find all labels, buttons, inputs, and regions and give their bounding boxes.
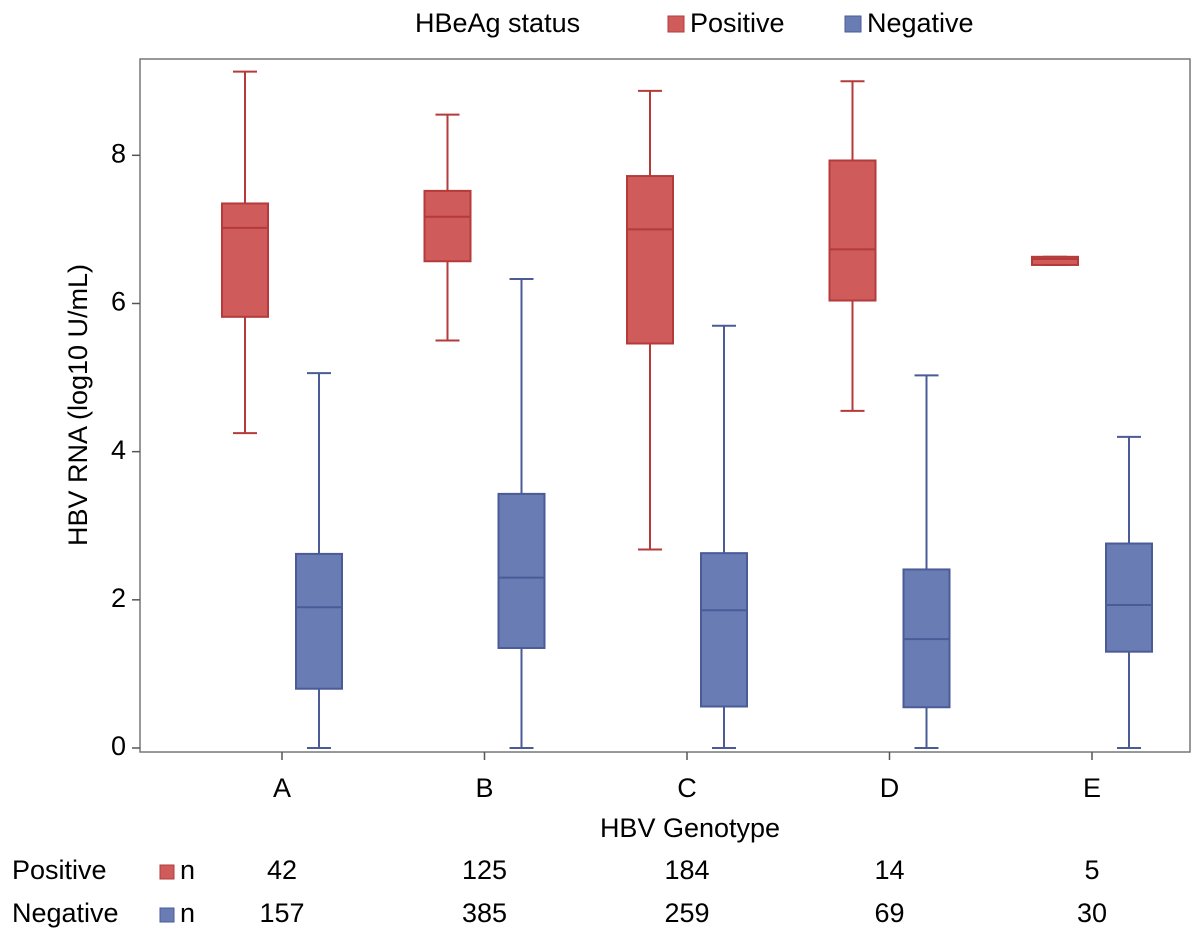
count: 30 bbox=[1077, 898, 1107, 928]
x-tick-label: C bbox=[677, 773, 697, 803]
row-swatch bbox=[159, 864, 175, 880]
box bbox=[700, 552, 748, 708]
row-label: Negative bbox=[12, 898, 119, 928]
legend-swatch bbox=[844, 15, 862, 33]
box bbox=[221, 202, 269, 318]
count: 157 bbox=[259, 898, 304, 928]
plot-frame bbox=[139, 58, 1191, 753]
x-tick-label: D bbox=[880, 773, 900, 803]
x-tick-label: B bbox=[475, 773, 493, 803]
row-unit: n bbox=[180, 855, 195, 885]
box bbox=[423, 189, 472, 263]
count: 5 bbox=[1084, 855, 1099, 885]
x-tick-label: E bbox=[1083, 773, 1101, 803]
count: 14 bbox=[874, 855, 904, 885]
box bbox=[1031, 255, 1079, 266]
count: 259 bbox=[664, 898, 709, 928]
legend-swatch bbox=[667, 15, 685, 33]
x-tick-label: A bbox=[273, 773, 291, 803]
row-unit: n bbox=[180, 898, 195, 928]
legend-label: Negative bbox=[867, 8, 974, 38]
count: 385 bbox=[462, 898, 507, 928]
x-axis-label: HBV Genotype bbox=[600, 813, 780, 843]
count: 184 bbox=[664, 855, 709, 885]
row-swatch bbox=[159, 907, 175, 923]
legend-title: HBeAg status bbox=[415, 8, 580, 38]
row-label: Positive bbox=[12, 855, 107, 885]
box bbox=[497, 492, 546, 649]
count: 42 bbox=[267, 855, 297, 885]
y-tick-label: 8 bbox=[111, 138, 126, 168]
box bbox=[626, 175, 674, 345]
count: 69 bbox=[874, 898, 904, 928]
count: 125 bbox=[462, 855, 507, 885]
y-axis-label: HBV RNA (log10 U/mL) bbox=[63, 264, 93, 546]
y-tick-label: 4 bbox=[111, 435, 126, 465]
y-tick-label: 2 bbox=[111, 583, 126, 613]
box bbox=[828, 159, 877, 302]
legend-label: Positive bbox=[690, 8, 785, 38]
y-tick-label: 6 bbox=[111, 287, 126, 317]
box bbox=[295, 552, 343, 690]
box bbox=[1105, 542, 1153, 653]
y-tick-label: 0 bbox=[111, 731, 126, 761]
